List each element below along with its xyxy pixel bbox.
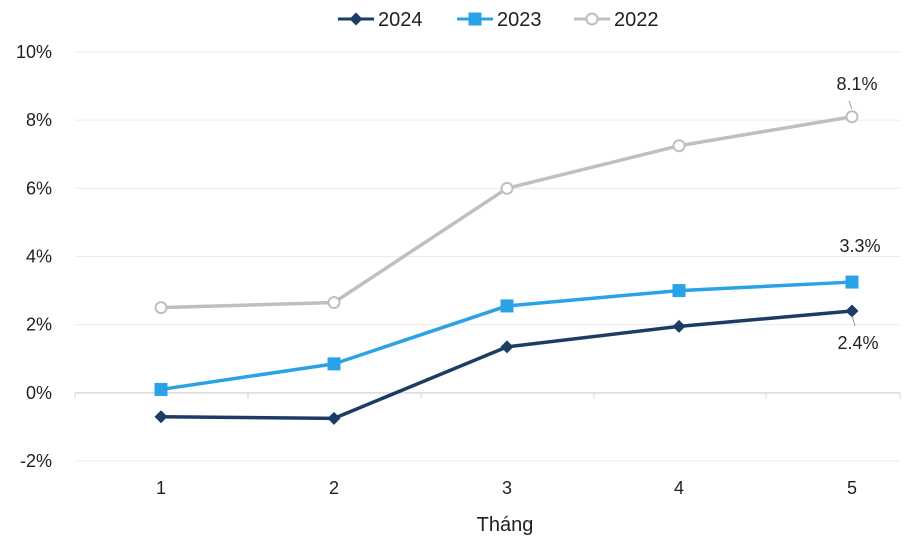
legend-marker-2023 — [468, 12, 482, 26]
legend-label-2023: 2023 — [497, 9, 542, 31]
leader-line — [848, 100, 853, 110]
axes: -2% 0% 2% 4% 6% 8% 10% 1 2 3 4 5 — [16, 42, 857, 498]
data-point-2022 — [845, 110, 859, 124]
series-line-2023 — [159, 280, 854, 392]
legend-label-2024: 2024 — [378, 9, 423, 31]
x-tick-label: 1 — [156, 478, 166, 498]
y-tick-label: 0% — [26, 383, 52, 403]
series-line-2022 — [159, 115, 854, 310]
data-point-2024 — [672, 319, 686, 333]
data-label-2023: 3.3% — [839, 236, 880, 256]
x-tick-label: 4 — [674, 478, 684, 498]
data-label-2024: 2.4% — [837, 333, 878, 353]
data-point-2023 — [154, 382, 168, 396]
data-point-2023 — [500, 299, 514, 313]
x-tick-label: 2 — [329, 478, 339, 498]
legend: 2024 2023 2022 — [338, 9, 659, 31]
data-label-2022: 8.1% — [836, 74, 877, 94]
y-tick-label: 6% — [26, 178, 52, 198]
data-labels: 8.1% 3.3% 2.4% — [836, 74, 880, 353]
data-point-2024 — [327, 411, 341, 425]
y-tick-label: 4% — [26, 247, 52, 267]
x-tick-label: 5 — [847, 478, 857, 498]
grid — [74, 51, 901, 462]
legend-label-2022: 2022 — [614, 9, 659, 31]
legend-marker-2022 — [585, 12, 599, 26]
y-tick-label: -2% — [20, 451, 52, 471]
data-point-2024 — [500, 340, 514, 354]
data-point-2023 — [672, 284, 686, 298]
data-point-2022 — [154, 301, 168, 315]
data-point-2024 — [154, 410, 168, 424]
y-tick-label: 10% — [16, 42, 52, 62]
y-tick-label: 2% — [26, 315, 52, 335]
leader-line — [851, 315, 856, 327]
series — [154, 110, 859, 425]
y-tick-label: 8% — [26, 110, 52, 130]
x-tick-label: 3 — [502, 478, 512, 498]
data-point-2022 — [500, 181, 514, 195]
x-axis-title: Tháng — [477, 514, 534, 536]
legend-marker-2024 — [349, 12, 363, 26]
series-line-2024 — [159, 309, 854, 421]
data-point-2022 — [327, 296, 341, 310]
data-point-2023 — [845, 275, 859, 289]
data-point-2022 — [672, 139, 686, 153]
data-point-2023 — [327, 357, 341, 371]
data-point-2024 — [845, 304, 859, 318]
